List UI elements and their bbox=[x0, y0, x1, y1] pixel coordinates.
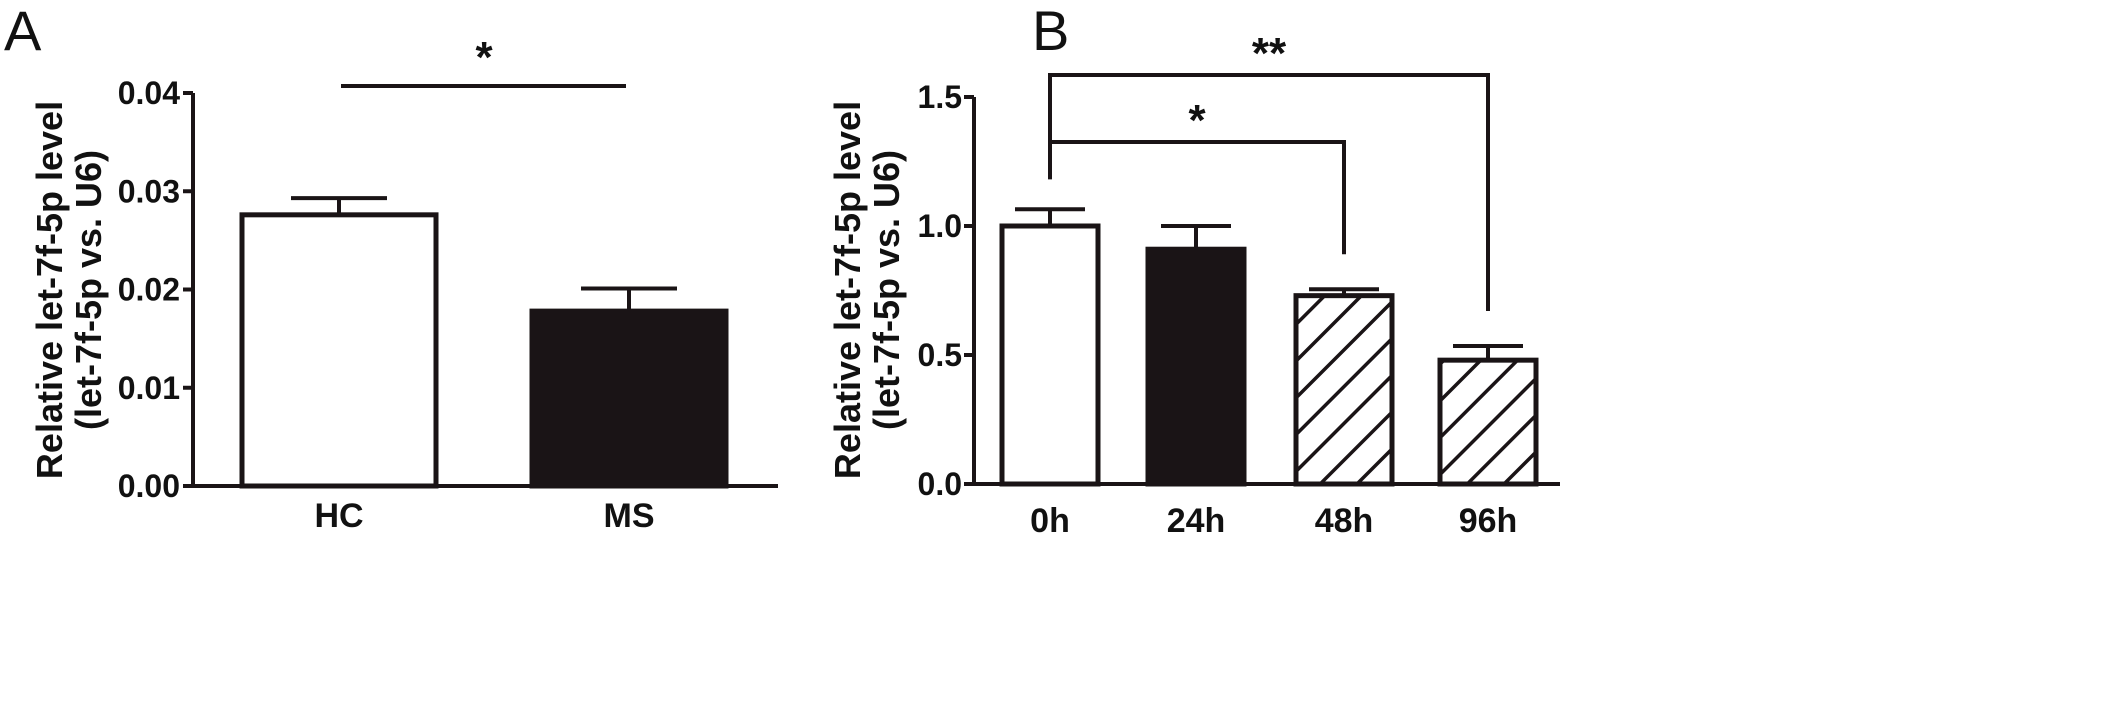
bar-24h bbox=[1145, 246, 1247, 487]
category-label: 0h bbox=[1030, 502, 1070, 540]
y-axis-label-line1: Relative let-7f-5p level bbox=[827, 101, 868, 479]
panel-a-letter: A bbox=[4, 0, 42, 62]
bar-48h bbox=[1293, 293, 1395, 487]
y-tick-label: 0.03 bbox=[118, 173, 180, 209]
significance-bracket bbox=[1048, 73, 1490, 311]
y-tick-label: 0.02 bbox=[118, 272, 180, 308]
significance-label: * bbox=[1188, 96, 1206, 145]
bar-hc bbox=[239, 212, 439, 489]
y-tick-label: 1.0 bbox=[918, 208, 962, 244]
bar-ms bbox=[529, 308, 729, 489]
y-tick-label: 0.00 bbox=[118, 468, 180, 504]
bar-0h bbox=[999, 223, 1101, 487]
y-axis-label-line2: (let-7f-5p vs. U6) bbox=[866, 150, 907, 430]
y-tick-label: 0.01 bbox=[118, 370, 180, 406]
category-label: HC bbox=[314, 497, 363, 535]
y-tick-label: 1.5 bbox=[918, 79, 962, 115]
chart-panel-a: 0.00 0.01 0.02 0.03 0.04 Relative let-7f-5p l… bbox=[29, 33, 778, 535]
y-tick-label: 0.04 bbox=[118, 75, 180, 111]
y-axis-label-line2: (let-7f-5p vs. U6) bbox=[68, 150, 109, 430]
category-label: 24h bbox=[1167, 502, 1226, 540]
category-label: 48h bbox=[1315, 502, 1374, 540]
significance-label: ** bbox=[1252, 29, 1287, 78]
y-tick-label: 0.5 bbox=[918, 337, 962, 373]
significance-label: * bbox=[475, 33, 493, 82]
category-label: MS bbox=[604, 497, 655, 535]
y-tick-label: 0.0 bbox=[918, 466, 962, 502]
category-label: 96h bbox=[1459, 502, 1518, 540]
chart-panel-b: 0.0 0.5 1.0 1.5 Relative let-7f-5p level(let… bbox=[827, 29, 1560, 540]
panel-b-letter: B bbox=[1032, 0, 1069, 62]
y-axis-label-line1: Relative let-7f-5p level bbox=[29, 101, 70, 479]
bar-96h bbox=[1437, 357, 1539, 487]
